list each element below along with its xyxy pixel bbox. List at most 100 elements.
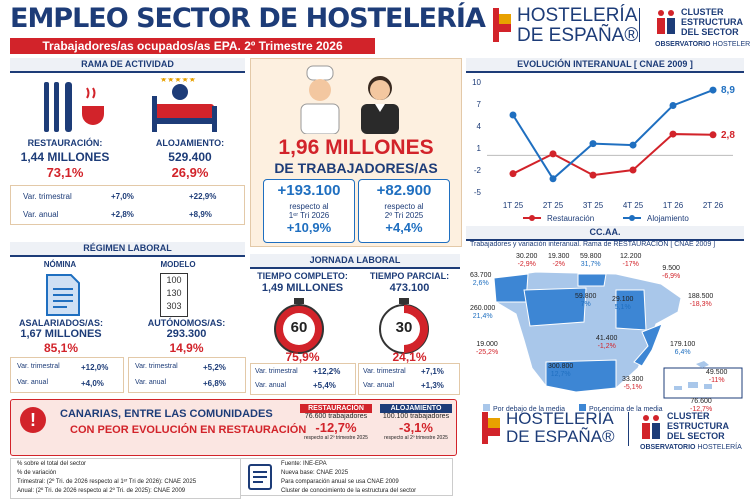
point	[629, 141, 637, 149]
cluster-line: DEL SECTOR	[667, 431, 725, 441]
x-tick-label: 2T 26	[703, 201, 724, 210]
head: MODELO	[160, 260, 196, 269]
total-value: 1,96 MILLONES	[278, 136, 434, 159]
box-head: ALOJAMIENTO	[380, 404, 452, 413]
region-workers: 9.500	[662, 265, 680, 272]
model-icon: 100 130 303	[160, 273, 188, 317]
box-value: +193.100	[277, 182, 341, 199]
cluster-line: DEL SECTOR	[681, 27, 739, 37]
dial	[274, 298, 324, 354]
box: +193.100 respecto al 1ᵉʳ Tri 2026 +10,9%	[263, 179, 355, 243]
cell: +1,3%	[421, 381, 444, 390]
section-header: RAMA DE ACTIVIDAD	[10, 58, 245, 73]
footnote: Trimestral: (2º Tri. de 2026 respecto al…	[17, 479, 197, 485]
box: +82.900 respecto al 2º Tri 2025 +4,4%	[358, 179, 450, 243]
obs-a: OBSERVATORIO	[655, 41, 711, 48]
cell: +7,1%	[421, 367, 444, 376]
label: RESTAURACIÓN:	[27, 138, 103, 148]
obs-b: HOSTELERÍA	[712, 41, 750, 48]
source-line: Cluster de conocimiento de la estructura…	[281, 488, 417, 494]
x-tick-label: 3T 25	[583, 201, 604, 210]
legend-swatch	[483, 404, 490, 411]
region-change: 5,1%	[614, 304, 631, 311]
region-change: -6,9%	[662, 273, 681, 280]
obs-b: HOSTELERÍA	[697, 444, 742, 451]
region: 19.000 -25,2%	[476, 341, 498, 357]
source-line: Para comparación anual se usa CNAE 2009	[281, 479, 399, 485]
cell: Var. anual	[23, 210, 59, 219]
point	[589, 140, 597, 148]
cell: Var. anual	[255, 382, 287, 389]
region: 19.300 -2%	[548, 253, 569, 269]
x-tick-label: 1T 25	[503, 201, 524, 210]
cluster-text: CLUSTER ESTRUCTURA DEL SECTOR	[667, 411, 729, 441]
svg-text:★★★★★: ★★★★★	[160, 78, 196, 84]
region: 33.300 -5,1%	[622, 376, 643, 392]
map	[493, 271, 743, 399]
section-header: RÉGIMEN LABORAL	[10, 242, 245, 257]
region-workers: 300.800	[548, 363, 574, 370]
dial-number: 30	[395, 319, 413, 336]
footnote: Anual: (2º Tri. de 2026 respecto al 2º T…	[17, 488, 186, 494]
region: 179.100 6,4%	[670, 341, 695, 357]
region-change: 7%	[580, 301, 591, 308]
var-table: Var. trimestral +5,2% Var. anual +6,8%	[128, 357, 246, 393]
head: NÓMINA	[43, 260, 77, 269]
region-change: 21,4%	[472, 313, 493, 320]
cell: +12,2%	[313, 367, 341, 376]
cluster-icon	[642, 415, 660, 439]
region: 41.400 -1,2%	[596, 335, 617, 351]
region-workers: 76.600	[690, 398, 712, 405]
logo-line: DE ESPAÑA®	[506, 427, 615, 446]
banner-box: RESTAURACIÓN 76.600 trabajadores -12,7% …	[300, 404, 372, 450]
x-tick-label: 1T 26	[663, 201, 684, 210]
cell: Var. trimestral	[17, 363, 60, 370]
box-text: respecto al	[289, 202, 329, 211]
box-note: respecto al 2º trimestre 2025	[304, 435, 368, 441]
region: 29.100 5,1%	[612, 296, 633, 312]
series-line	[512, 89, 714, 181]
x-tick-label: 2T 25	[543, 201, 564, 210]
point	[709, 86, 717, 94]
obs-a: OBSERVATORIO	[640, 444, 696, 451]
value: 529.400	[168, 150, 212, 164]
box-note: respecto al 2º trimestre 2025	[384, 435, 448, 441]
region-workers: 33.300	[622, 376, 644, 383]
region-workers: 19.000	[476, 341, 498, 348]
region: 9.500 -6,9%	[662, 265, 680, 281]
cluster-line: ESTRUCTURA	[681, 17, 743, 27]
cell: +8,9%	[189, 210, 212, 219]
legend-text: Por debajo de la media	[493, 406, 565, 413]
y-tick-label: 10	[472, 78, 481, 87]
box-value: +82.900	[376, 182, 432, 199]
box-workers: 76.600 trabajadores	[304, 413, 368, 420]
region-change: -25,2%	[476, 349, 499, 356]
logo-icon	[482, 412, 500, 444]
icon-num: 303	[166, 301, 182, 311]
region-workers: 49.500	[706, 369, 728, 376]
footnotes: % sobre el total del sector % de variació…	[10, 458, 241, 499]
region-workers: 188.500	[688, 293, 714, 300]
source-line: Nueva base: CNAE 2025	[281, 470, 349, 476]
label: AUTÓNOMOS/AS:	[147, 318, 226, 328]
label: TIEMPO COMPLETO:	[257, 271, 348, 281]
legend-text: Restauración	[547, 214, 594, 223]
region: 59.800 7%	[575, 293, 596, 309]
workers-icon	[300, 65, 399, 134]
cell: +5,4%	[313, 381, 336, 390]
pct: 85,1%	[43, 341, 79, 355]
logo-line: DE ESPAÑA®	[517, 25, 639, 46]
box-ref: 1ᵉʳ Tri 2026	[288, 211, 330, 220]
observatorio: OBSERVATORIO HOSTELERÍA	[640, 444, 742, 451]
region-workers: 41.400	[596, 335, 618, 342]
point	[669, 101, 677, 109]
observatorio: OBSERVATORIO HOSTELERÍA	[655, 41, 750, 48]
box-ref: 2º Tri 2025	[384, 211, 424, 220]
cell: Var. trimestral	[135, 363, 178, 370]
box-head: RESTAURACIÓN	[300, 404, 372, 413]
region-workers: 59.800	[575, 293, 597, 300]
region: 76.600 -12,7%	[690, 398, 712, 414]
divider	[639, 8, 640, 42]
box-pct: +10,9%	[286, 220, 332, 235]
cell: +4,0%	[81, 379, 104, 388]
